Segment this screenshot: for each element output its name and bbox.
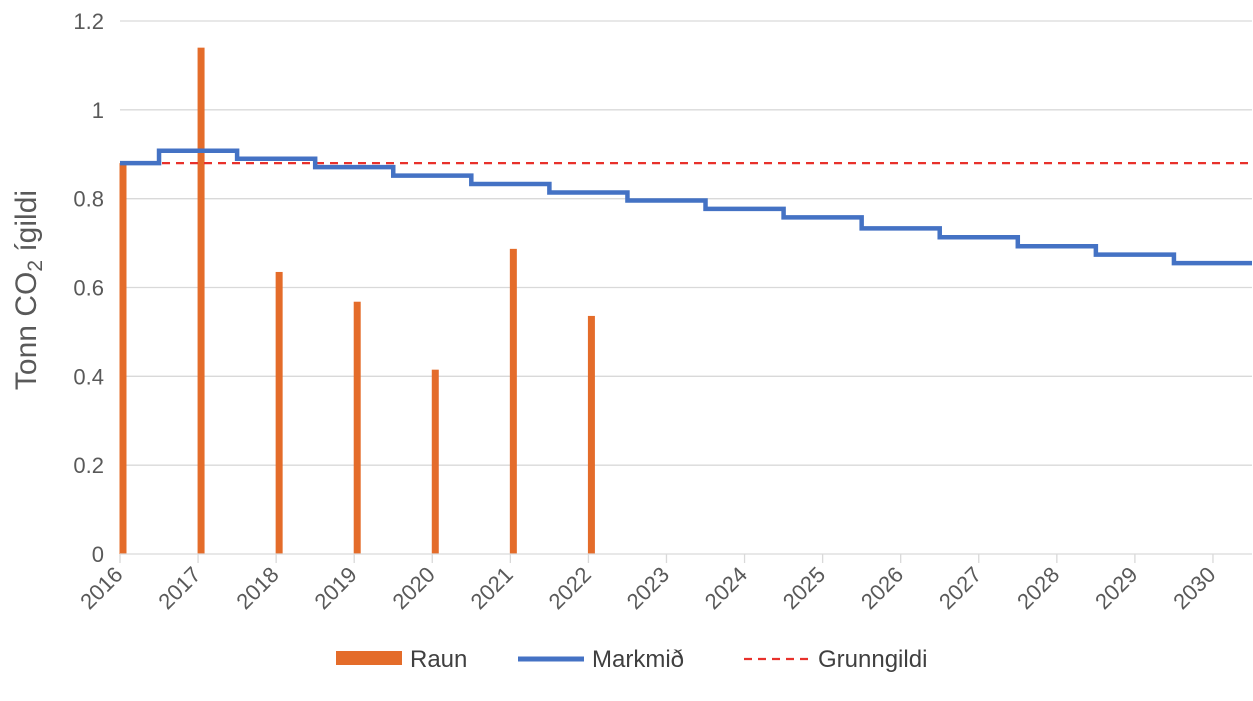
x-tick-label-2022: 2022 — [544, 562, 596, 614]
x-axis: 2016 2017 2018 2019 2020 2021 2022 2023 2024 2025… — [75, 553, 1252, 614]
x-tick-label-2017: 2017 — [153, 562, 205, 614]
bars-raun — [119, 47, 595, 555]
legend-label-raun: Raun — [410, 646, 467, 673]
y-tick-label-6: 1.2 — [73, 9, 104, 34]
x-tick-label-2016: 2016 — [75, 562, 127, 614]
markmid-step-line — [120, 148, 1252, 266]
y-tick-label-0: 0 — [92, 542, 104, 567]
y-tick-label-4: 0.8 — [73, 187, 104, 212]
x-tick-label-2027: 2027 — [934, 562, 986, 614]
bar-raun-2020 — [431, 369, 439, 554]
legend-swatch-raun — [336, 651, 402, 665]
x-tick-label-2025: 2025 — [778, 562, 830, 614]
y-tick-label-2: 0.4 — [73, 364, 104, 389]
legend-label-grunngildi: Grunngildi — [818, 646, 927, 673]
y-axis-ticks: 0 0.2 0.4 0.6 0.8 1 1.2 — [73, 9, 104, 567]
x-tick-label-2024: 2024 — [700, 562, 752, 614]
x-tick-label-2018: 2018 — [231, 562, 283, 614]
x-tick-label-2023: 2023 — [622, 562, 674, 614]
bar-raun-2017 — [197, 47, 205, 555]
x-tick-label-2020: 2020 — [388, 562, 440, 614]
y-tick-label-3: 0.6 — [73, 276, 104, 301]
x-tick-label-2026: 2026 — [856, 562, 908, 614]
y-tick-label-1: 0.2 — [73, 453, 104, 478]
bar-raun-2016 — [119, 163, 127, 554]
x-tick-label-2029: 2029 — [1090, 562, 1142, 614]
legend-label-markmid: Markmið — [592, 646, 684, 673]
y-axis-label: Tonn CO2 ígildi — [10, 190, 47, 390]
x-tick-label-2028: 2028 — [1012, 562, 1064, 614]
x-tick-label-2019: 2019 — [309, 562, 361, 614]
bar-raun-2018 — [275, 271, 283, 554]
bar-raun-2022 — [587, 315, 595, 554]
y-axis-label-subscript: 2 — [24, 260, 47, 272]
legend: Raun Markmið Grunngildi — [336, 646, 927, 673]
y-tick-label-5: 1 — [92, 98, 104, 123]
bar-raun-2021 — [509, 248, 517, 555]
line-markmid — [120, 148, 1252, 266]
gridlines — [120, 20, 1252, 466]
x-tick-label-2021: 2021 — [466, 562, 518, 614]
bar-raun-2019 — [353, 301, 361, 554]
x-tick-label-2030: 2030 — [1168, 562, 1220, 614]
